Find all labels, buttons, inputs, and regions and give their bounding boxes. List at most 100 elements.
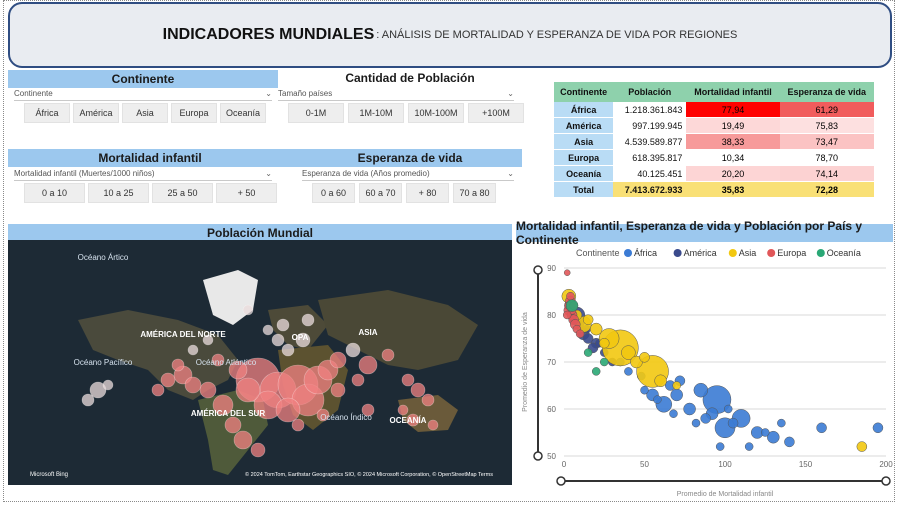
map-canvas: Océano Ártico AMÉRICA DEL NORTE ASIA Océ… (8, 240, 512, 485)
scatter-point-europa (562, 310, 572, 320)
map-population-bubble[interactable] (381, 348, 395, 362)
map-population-bubble[interactable] (301, 313, 315, 327)
map-population-bubble[interactable] (184, 376, 202, 394)
life-expectancy-option-1[interactable]: 60 a 70 (359, 183, 402, 203)
map-population-bubble[interactable] (358, 355, 378, 375)
population-dropdown[interactable]: Tamaño países ⌄ (278, 88, 514, 101)
map-population-bubble[interactable] (421, 393, 435, 407)
scatter-point-áfrica (761, 428, 770, 437)
scatter-point-asia (621, 345, 636, 360)
continent-dropdown[interactable]: Continente ⌄ (14, 88, 272, 101)
page-subtitle: : ANÁLISIS DE MORTALIDAD Y ESPERANZA DE … (376, 29, 738, 41)
map-population-bubble[interactable] (81, 393, 95, 407)
map-population-bubble[interactable] (361, 403, 375, 417)
table-cell: 75,83 (779, 117, 874, 134)
map-population-bubble[interactable] (235, 377, 261, 403)
map-population-bubble[interactable] (329, 351, 347, 369)
table-row: Oceanía 40.125.451 20,20 74,14 (554, 165, 874, 182)
map-population-bubble[interactable] (187, 344, 199, 356)
map-population-bubble[interactable] (295, 332, 311, 348)
scatter-chart[interactable]: Continente África América Asia Europa Oceanía… (516, 240, 893, 498)
population-header-label: Cantidad de Población (345, 71, 475, 85)
map-population-bubble[interactable] (228, 360, 248, 380)
population-option-1[interactable]: 1M-10M (348, 103, 404, 123)
map-population-bubble[interactable] (224, 416, 242, 434)
mortality-option-0[interactable]: 0 a 10 (24, 183, 85, 203)
map-population-bubble[interactable] (102, 379, 114, 391)
scatter-point-áfrica (640, 385, 649, 395)
y-zoom-slider-handle (533, 451, 543, 461)
life-expectancy-option-2[interactable]: + 80 (406, 183, 449, 203)
map-population-bubble[interactable] (281, 343, 295, 357)
table-header-1[interactable]: Población (613, 82, 687, 102)
map-population-bubble[interactable] (406, 413, 420, 427)
map-population-bubble[interactable] (271, 333, 285, 347)
scatter-point-oceanía (600, 357, 609, 367)
page-title: INDICADORES MUNDIALES (162, 26, 375, 43)
map-population-bubble[interactable] (242, 304, 254, 316)
life-expectancy-option-3[interactable]: 70 a 80 (453, 183, 496, 203)
map-population-bubble[interactable] (316, 408, 330, 422)
world-population-map[interactable]: Océano Ártico AMÉRICA DEL NORTE ASIA Océ… (8, 240, 512, 485)
table-cell: América (554, 117, 614, 134)
scatter-point-áfrica (700, 413, 711, 424)
dashboard-frame (3, 0, 895, 502)
table-header-0[interactable]: Continente (554, 82, 614, 102)
map-population-bubble[interactable] (199, 381, 217, 399)
map-population-bubble[interactable] (427, 419, 439, 431)
map-population-bubble[interactable] (276, 318, 290, 332)
population-option-3[interactable]: +100M (468, 103, 524, 123)
mortality-option-3[interactable]: + 50 (216, 183, 277, 203)
continent-option-3[interactable]: Europa (171, 103, 217, 123)
map-population-bubble[interactable] (160, 372, 176, 388)
map-population-bubble[interactable] (397, 404, 409, 416)
map-population-bubble[interactable] (345, 342, 361, 358)
scatter-point-áfrica (670, 388, 683, 402)
map-population-bubble[interactable] (250, 442, 266, 458)
map-population-bubble[interactable] (275, 397, 301, 423)
table-cell: 20,20 (686, 165, 780, 182)
map-population-bubble[interactable] (410, 382, 426, 398)
legend-marker (728, 249, 737, 257)
map-population-bubble[interactable] (262, 324, 274, 336)
map-population-bubble[interactable] (151, 383, 165, 397)
table-cell: 77,94 (686, 102, 780, 118)
map-population-bubble[interactable] (401, 373, 415, 387)
map-population-bubble[interactable] (291, 418, 305, 432)
map-population-bubble[interactable] (233, 430, 253, 450)
mortality-dropdown[interactable]: Mortalidad infantil (Muertes/1000 niños)… (14, 168, 272, 181)
scatter-point-oceanía (591, 367, 601, 376)
scatter-point-áfrica (872, 422, 884, 434)
y-zoom-slider-handle (533, 265, 543, 275)
bing-logo: Microsoft Bing (30, 472, 68, 478)
table-header-3[interactable]: Esperanza de vida (779, 82, 874, 102)
map-population-bubble[interactable] (351, 373, 365, 387)
y-tick-label: 90 (547, 264, 556, 273)
continent-summary-table: Continente Población Mortalidad infantil Es… (554, 82, 874, 198)
continent-option-0[interactable]: África (24, 103, 70, 123)
population-header-bg (278, 70, 522, 88)
mortality-option-1[interactable]: 10 a 25 (88, 183, 149, 203)
table-cell: 74,14 (779, 165, 874, 182)
map-population-bubble[interactable] (211, 353, 225, 367)
table-row: Asia 4.539.589.877 38,33 73,47 (554, 133, 874, 150)
map-population-bubble[interactable] (330, 382, 346, 398)
mortality-option-2[interactable]: 25 a 50 (152, 183, 213, 203)
map-label-indian: Océano Índico (320, 413, 372, 422)
map-population-bubble[interactable] (89, 381, 107, 399)
table-header-2[interactable]: Mortalidad infantil (686, 82, 780, 102)
population-option-2[interactable]: 10M-100M (408, 103, 464, 123)
filters-header-band (8, 149, 522, 167)
y-tick-label: 70 (547, 358, 556, 367)
x-tick-label: 100 (718, 460, 732, 469)
continent-option-1[interactable]: América (73, 103, 119, 123)
life-expectancy-dropdown[interactable]: Esperanza de vida (Años promedio) ⌄ (302, 168, 514, 181)
continent-option-4[interactable]: Oceanía (220, 103, 266, 123)
map-population-bubble[interactable] (171, 358, 185, 372)
scatter-point-áfrica (816, 422, 827, 434)
map-population-bubble[interactable] (202, 334, 214, 346)
continent-option-2[interactable]: Asia (122, 103, 168, 123)
life-expectancy-option-0[interactable]: 0 a 60 (312, 183, 355, 203)
population-option-0[interactable]: 0-1M (288, 103, 344, 123)
map-population-bubble[interactable] (212, 394, 234, 416)
